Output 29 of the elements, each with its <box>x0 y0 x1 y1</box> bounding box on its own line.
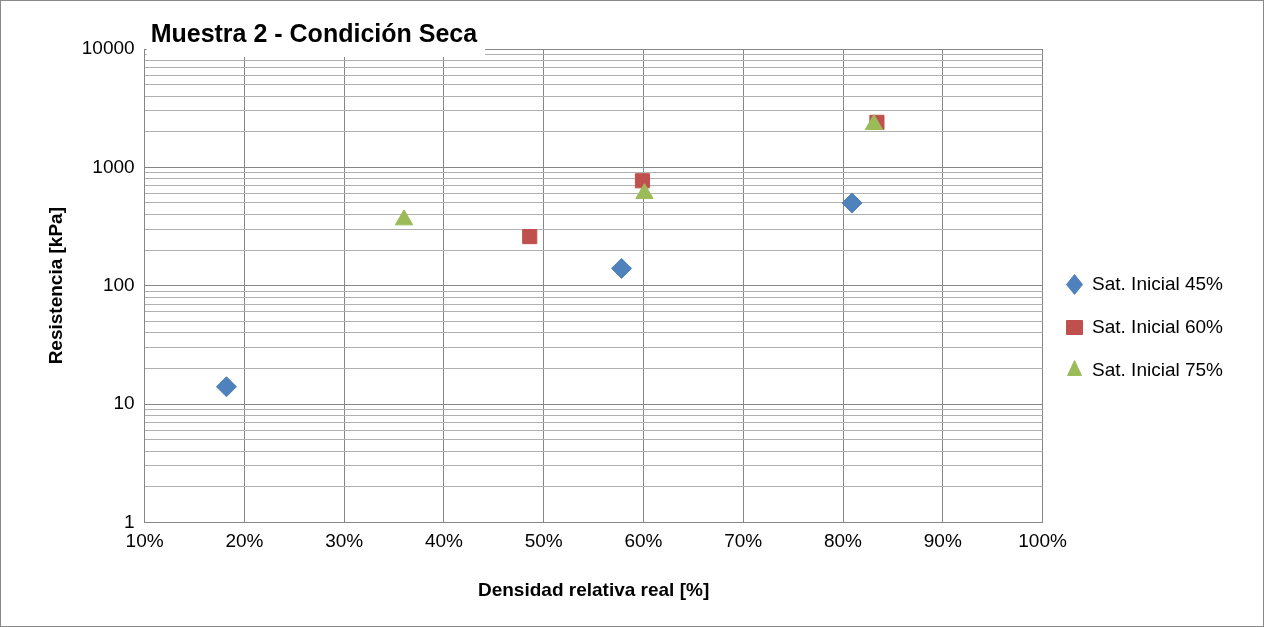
point <box>215 376 237 398</box>
legend-label: Sat. Inicial 75% <box>1092 358 1224 380</box>
x-tick-label: 30% <box>325 530 364 552</box>
point <box>841 192 863 214</box>
chart-title: Muestra 2 - Condición Seca <box>150 18 479 47</box>
x-tick-label: 60% <box>624 530 663 552</box>
legend-label: Sat. Inicial 60% <box>1092 315 1224 337</box>
x-tick-label: 20% <box>225 530 264 552</box>
x-tick-label: 50% <box>524 530 563 552</box>
point <box>611 257 633 279</box>
point <box>394 209 414 226</box>
point <box>522 229 538 245</box>
legend-label: Sat. Inicial 45% <box>1092 272 1224 294</box>
x-tick-label: 70% <box>724 530 763 552</box>
point <box>635 183 654 200</box>
y-tick-label: 100 <box>102 273 135 295</box>
y-tick-label: 1 <box>124 510 135 532</box>
y-axis-title: Resistencia [kPa] <box>44 207 66 365</box>
point <box>864 114 884 131</box>
x-tick-label: 10% <box>125 530 164 552</box>
y-tick-label: 10000 <box>81 37 135 59</box>
y-tick-label: 1000 <box>92 155 135 177</box>
point <box>634 173 651 189</box>
x-tick-label: 90% <box>923 530 962 552</box>
x-tick-label: 40% <box>424 530 464 552</box>
y-tick-label: 10 <box>113 392 135 414</box>
x-axis-title: Densidad relativa real [%] <box>477 578 710 600</box>
x-tick-label: 100% <box>1018 530 1067 552</box>
x-tick-label: 80% <box>823 530 863 552</box>
